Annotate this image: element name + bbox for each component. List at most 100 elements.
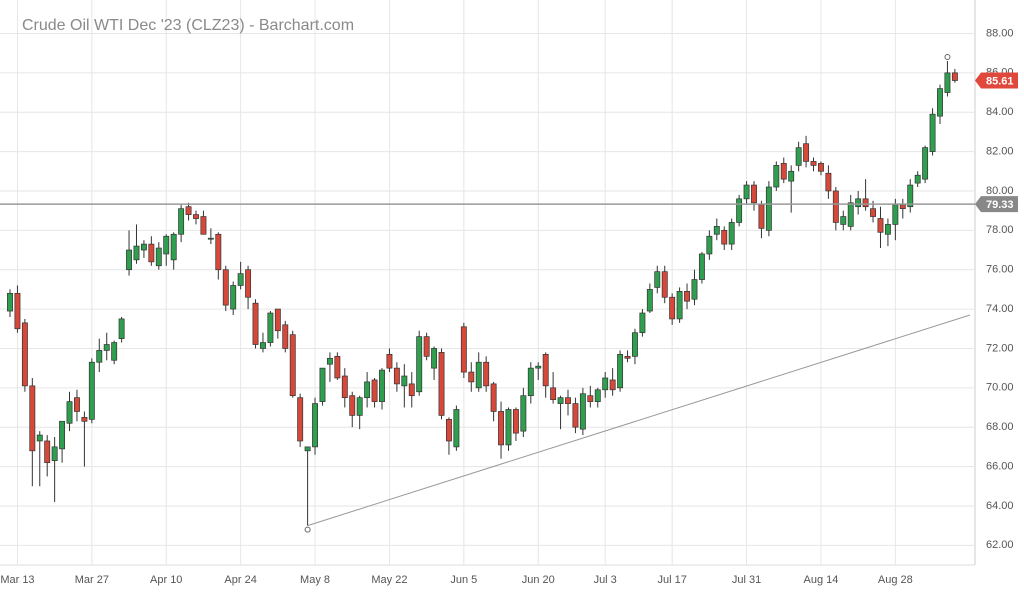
reference-label: 79.33 <box>986 199 1014 211</box>
candle-body <box>676 291 683 320</box>
candle-body <box>788 170 795 182</box>
candle-body <box>795 147 802 166</box>
candle-body <box>297 397 304 442</box>
candle-body <box>215 233 222 271</box>
candle-body <box>594 389 601 402</box>
candle-body <box>379 369 385 402</box>
candle-body <box>460 326 467 373</box>
candle-body <box>669 296 676 320</box>
candle-body <box>884 224 891 235</box>
candle-body <box>453 409 460 448</box>
candle-body <box>178 208 185 235</box>
candle-body <box>267 312 274 343</box>
y-tick-label: 64.00 <box>986 500 1014 512</box>
candle-body <box>431 348 438 369</box>
candle-body <box>483 361 490 387</box>
candle-body <box>721 229 728 245</box>
candle-body <box>698 253 705 280</box>
candle-body <box>44 440 51 463</box>
candle-body <box>401 375 408 387</box>
candle-body <box>624 355 631 359</box>
grid <box>0 0 975 565</box>
candle-body <box>780 163 787 180</box>
candle-body <box>951 72 958 81</box>
candle-body <box>929 113 936 152</box>
candle-body <box>126 249 132 271</box>
candle-body <box>870 208 876 217</box>
candle-body <box>937 88 943 117</box>
candle-body <box>773 165 780 188</box>
candle-body <box>140 243 147 251</box>
x-tick-label: Jul 31 <box>732 574 761 586</box>
candle-body <box>877 218 884 233</box>
candle-body <box>840 216 847 225</box>
y-tick-label: 76.00 <box>986 264 1014 276</box>
x-tick-label: Jun 20 <box>522 574 555 586</box>
candle-body <box>341 375 348 399</box>
candle-body <box>617 354 624 389</box>
candle-body <box>289 334 296 397</box>
y-tick-label: 70.00 <box>986 382 1014 394</box>
x-tick-label: Apr 24 <box>224 574 256 586</box>
candle-body <box>118 318 125 339</box>
candle-body <box>527 367 534 397</box>
candle-body <box>832 190 839 223</box>
candle-body <box>103 344 110 351</box>
candle-body <box>423 336 430 357</box>
marks <box>7 54 971 533</box>
candle-body <box>565 397 571 404</box>
candle-body <box>684 291 690 302</box>
candle-body <box>81 417 88 422</box>
candle-body <box>818 163 824 172</box>
candle-body <box>512 409 519 434</box>
x-tick-label: May 8 <box>300 574 330 586</box>
candle-body <box>185 206 192 215</box>
candle-body <box>74 397 80 412</box>
candle-body <box>758 204 765 229</box>
last-price-tag <box>975 72 1018 89</box>
candle-body <box>446 418 452 442</box>
candle-body <box>7 292 13 312</box>
candle-body <box>230 285 237 310</box>
candle-body <box>847 202 854 227</box>
candle-body <box>713 226 720 235</box>
x-tick-label: Aug 28 <box>878 574 913 586</box>
candle-body <box>252 302 259 345</box>
candle-body <box>438 352 445 416</box>
y-tick-label: 84.00 <box>986 106 1014 118</box>
candle-body <box>408 383 415 397</box>
candle-body <box>535 365 542 369</box>
candle-body <box>892 204 899 225</box>
candle-body <box>632 332 638 357</box>
y-tick-label: 80.00 <box>986 185 1014 197</box>
candle-body <box>111 342 118 361</box>
candle-body <box>237 273 244 286</box>
candle-body <box>743 184 750 200</box>
candle-body <box>349 395 356 416</box>
candle-body <box>304 446 311 452</box>
candle-body <box>133 245 140 261</box>
candle-body <box>312 403 318 448</box>
candle-body <box>661 271 668 298</box>
candle-body <box>88 361 95 420</box>
candle-body <box>579 393 586 430</box>
candle-body <box>29 385 36 452</box>
candle-body <box>282 324 289 349</box>
candle-body <box>602 377 609 391</box>
candle-body <box>475 361 482 389</box>
candle-body <box>639 312 646 334</box>
candle-body <box>587 395 594 402</box>
candle-body <box>364 381 371 399</box>
y-tick-label: 68.00 <box>986 421 1014 433</box>
y-tick-label: 88.00 <box>986 27 1014 39</box>
candle-body <box>163 235 170 255</box>
y-tick-label: 78.00 <box>986 224 1014 236</box>
candle-body <box>765 186 772 231</box>
trend-line <box>307 314 971 527</box>
candle-body <box>245 269 252 298</box>
candle-body <box>207 237 214 240</box>
high-marker <box>944 54 951 61</box>
candle-body <box>803 143 810 162</box>
candle-body <box>855 198 862 208</box>
